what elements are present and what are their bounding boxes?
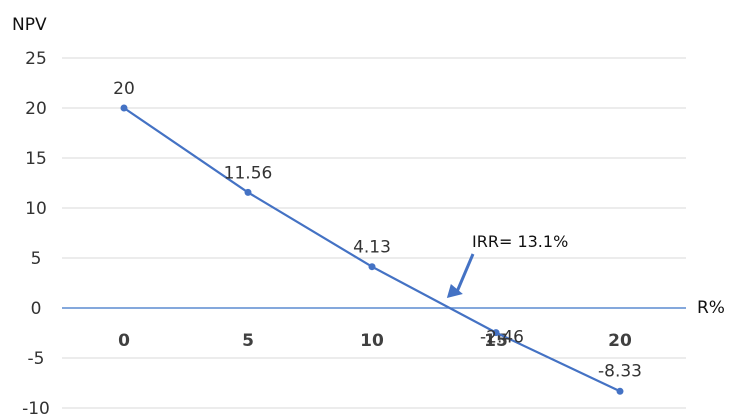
- data-point: [616, 387, 624, 395]
- gridlines: [62, 57, 686, 409]
- data-point: [492, 329, 500, 337]
- data-point: [120, 104, 128, 112]
- y-tick-label: 15: [25, 149, 47, 169]
- y-tick-label: 5: [31, 249, 42, 269]
- data-label: -2.46: [480, 328, 524, 348]
- y-axis-title: NPV: [12, 15, 47, 35]
- y-tick-label: 20: [25, 99, 47, 119]
- data-points: [120, 104, 624, 395]
- data-label: -8.33: [598, 361, 642, 381]
- data-label: 4.13: [353, 238, 391, 258]
- y-tick-labels: 25 20 15 10 5 0 -5 -10: [22, 49, 50, 418]
- data-labels: 20 11.56 4.13 -2.46 -8.33: [113, 79, 642, 381]
- x-tick-label: 0: [118, 331, 130, 351]
- y-tick-label: 25: [25, 49, 47, 69]
- data-label: 20: [113, 79, 135, 99]
- x-tick-label: 5: [242, 331, 254, 351]
- x-tick-label: 10: [360, 331, 384, 351]
- y-tick-label: -5: [28, 349, 45, 369]
- x-axis-title: R%: [697, 298, 725, 318]
- irr-arrowhead: [446, 284, 463, 298]
- data-label: 11.56: [224, 163, 273, 183]
- x-tick-label: 20: [608, 331, 632, 351]
- y-tick-label: -10: [22, 399, 50, 418]
- irr-arrow: [455, 253, 475, 293]
- y-tick-label: 10: [25, 199, 47, 219]
- x-tick-labels: 0 5 10 15 20: [118, 331, 632, 351]
- data-point: [368, 263, 376, 271]
- y-tick-label: 0: [31, 299, 42, 319]
- irr-annotation: IRR= 13.1%: [472, 232, 568, 251]
- data-point: [244, 188, 252, 196]
